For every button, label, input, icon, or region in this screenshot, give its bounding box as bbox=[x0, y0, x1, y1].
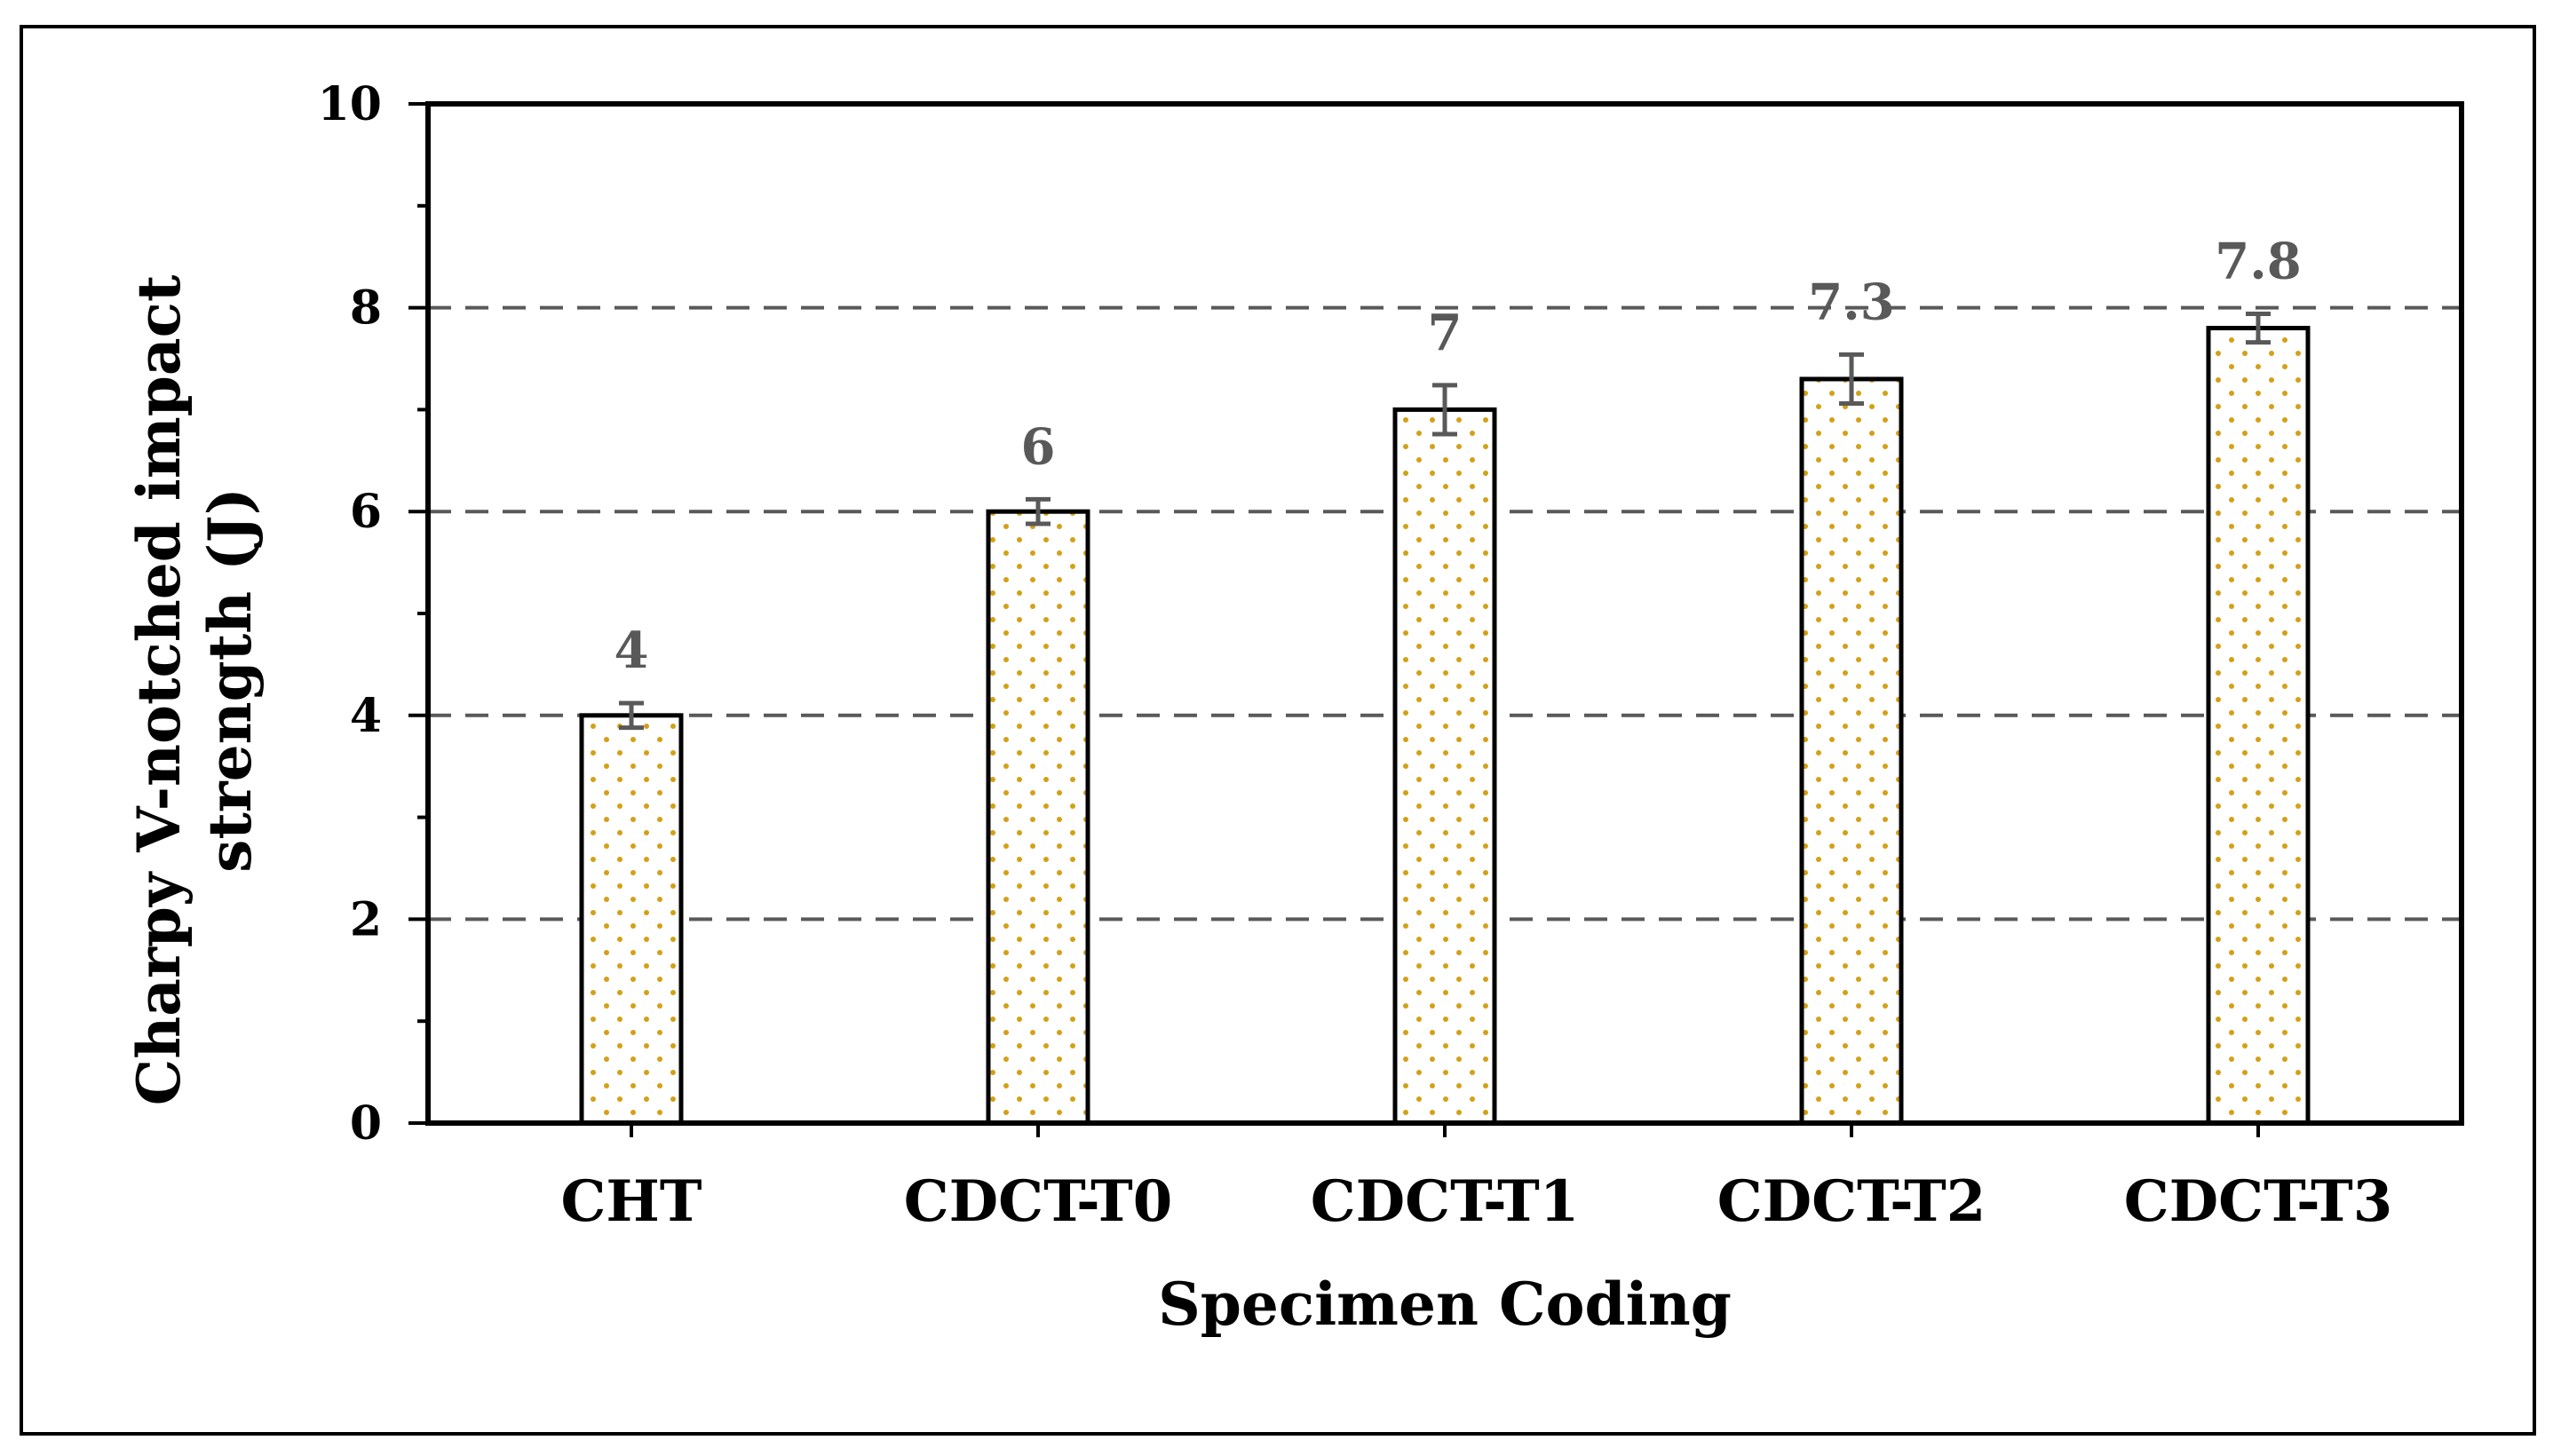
y-tick-label-0: 0 bbox=[350, 1096, 382, 1151]
chart-outer-frame bbox=[20, 25, 2536, 1436]
y-tick-label-6: 6 bbox=[350, 485, 382, 539]
data-label-CDCT-T2: 7.3 bbox=[1808, 273, 1894, 331]
x-tick-label-CDCT-T3: CDCT-T3 bbox=[2124, 1168, 2393, 1235]
bar-CDCT-T2 bbox=[1799, 376, 1904, 1126]
y-axis-title-line-2: strength (J) bbox=[195, 487, 265, 873]
y-tick-label-10: 10 bbox=[318, 77, 382, 131]
x-tick-label-CDCT-T1: CDCT-T1 bbox=[1311, 1168, 1580, 1235]
x-axis-title: Specimen Coding bbox=[1158, 1270, 1732, 1339]
axis-ticks bbox=[408, 102, 2260, 1137]
x-tick-label-CHT: CHT bbox=[560, 1168, 702, 1235]
y-tick-label-2: 2 bbox=[350, 892, 382, 946]
y-tick-label-4: 4 bbox=[350, 689, 382, 743]
y-axis-title-line-1: Charpy V-notched impact bbox=[124, 274, 194, 1105]
data-label-CHT: 4 bbox=[614, 621, 649, 680]
y-axis-title: Charpy V-notched impact strength (J) bbox=[124, 255, 265, 1106]
bars bbox=[579, 311, 2311, 1126]
bar-CDCT-T3 bbox=[2206, 326, 2311, 1126]
y-tick-label-8: 8 bbox=[350, 281, 382, 336]
data-label-CDCT-T1: 7 bbox=[1428, 304, 1463, 362]
bar-CDCT-T1 bbox=[1392, 407, 1497, 1126]
x-tick-label-CDCT-T0: CDCT-T0 bbox=[904, 1168, 1173, 1235]
data-label-CDCT-T0: 6 bbox=[1021, 417, 1056, 476]
data-label-CDCT-T3: 7.8 bbox=[2215, 232, 2301, 290]
bar-CHT bbox=[579, 713, 684, 1126]
labels: 0 2 4 6 8 10 4 CHT 6 CDCT-T0 7 CDCT-T1 7.3 CDCT-T2 7.8… bbox=[318, 77, 2393, 1235]
x-tick-label-CDCT-T2: CDCT-T2 bbox=[1717, 1168, 1986, 1235]
bar-CDCT-T0 bbox=[986, 509, 1090, 1126]
